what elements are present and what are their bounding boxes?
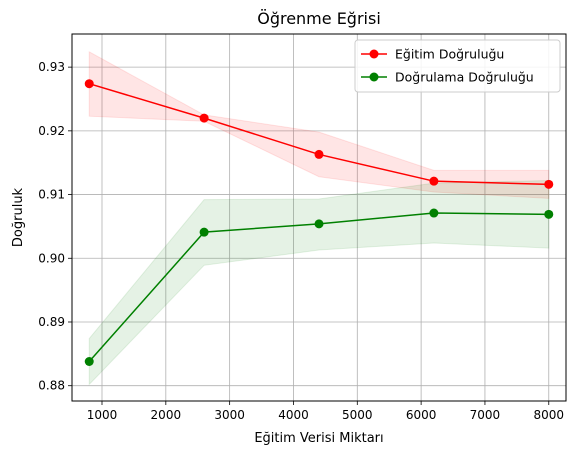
legend-0-marker — [369, 49, 379, 59]
series-1-point — [544, 209, 554, 219]
series-1-point — [199, 227, 209, 237]
series-0-point — [544, 179, 554, 189]
y-axis-label: Doğruluk — [11, 187, 26, 247]
y-tick-label: 0.88 — [38, 379, 65, 393]
x-axis-label: Eğitim Verisi Miktarı — [254, 431, 383, 446]
y-tick-label: 0.92 — [38, 124, 65, 138]
series-1-point — [429, 208, 439, 218]
x-axis-ticks: 1000 2000 3000 4000 5000 6000 7000 8000 — [87, 401, 564, 422]
series-0-point — [84, 79, 94, 89]
legend-box — [354, 39, 561, 93]
series-0-point — [314, 149, 324, 159]
legend-0-label: Eğitim Doğruluğu — [395, 47, 504, 62]
series-1-point — [314, 219, 324, 229]
series-points — [84, 79, 554, 366]
series-0-point — [429, 176, 439, 186]
x-tick-label: 6000 — [406, 408, 437, 422]
x-tick-label: 4000 — [278, 408, 309, 422]
y-tick-label: 0.90 — [38, 251, 65, 265]
series-1-point — [84, 356, 94, 366]
y-tick-label: 0.89 — [38, 315, 65, 329]
legend-1-marker — [369, 72, 379, 82]
grid — [72, 34, 566, 401]
legend-1-label: Doğrulama Doğruluğu — [395, 70, 534, 85]
legend: Eğitim Doğruluğu Doğrulama Doğruluğu — [354, 39, 561, 93]
x-tick-label: 7000 — [470, 408, 501, 422]
x-tick-label: 2000 — [151, 408, 182, 422]
x-tick-label: 5000 — [342, 408, 373, 422]
y-tick-label: 0.91 — [38, 188, 65, 202]
x-tick-label: 8000 — [533, 408, 564, 422]
plot-frame — [71, 33, 567, 402]
chart-title: Öğrenme Eğrisi — [257, 9, 381, 28]
series-0-point — [199, 113, 209, 123]
x-tick-label: 1000 — [87, 408, 118, 422]
y-axis-ticks: 0.88 0.89 0.90 0.91 0.92 0.93 — [38, 60, 72, 393]
x-tick-label: 3000 — [214, 408, 245, 422]
y-tick-label: 0.93 — [38, 60, 65, 74]
